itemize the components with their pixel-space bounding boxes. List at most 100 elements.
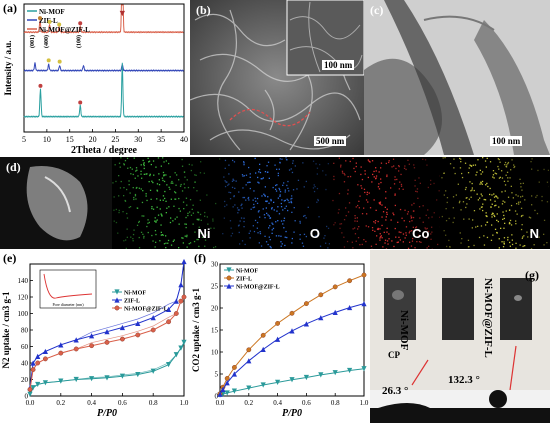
scale-bar-bottom-text: 500 nm	[314, 136, 346, 146]
n2-data-point	[120, 337, 124, 341]
xrd-annotation: (400)	[43, 35, 50, 48]
xrd-x-tick-label: 5	[22, 135, 26, 144]
n2-legend: Ni-MOF ZIF-L Ni-MOF@ZIF-L	[112, 289, 168, 312]
xrd-x-tick-label: 10	[43, 135, 51, 144]
panel-g-photo: (g) Ni-MOF Ni-MOF@ZIF-L CP 26.3 ° 132.3 …	[370, 250, 550, 423]
co2-series-line	[220, 275, 364, 394]
xrd-peak-marker	[38, 16, 42, 20]
n2-y-tick-label: 0	[25, 393, 29, 401]
co2-y-tick-label: 25	[211, 283, 219, 291]
co2-data-point	[247, 348, 251, 352]
xrd-peak-marker	[48, 20, 52, 24]
xrd-series-line	[24, 62, 184, 71]
panel-g-label: (g)	[525, 268, 539, 283]
xrd-x-tick-label: 35	[157, 135, 165, 144]
n2-y-tick-label: 140	[18, 277, 29, 285]
co2-data-point	[318, 315, 323, 320]
n2-y-tick-label: 20	[21, 376, 29, 384]
xrd-legend-entry: Ni-MOF	[39, 8, 65, 16]
sem-image	[190, 0, 364, 155]
eds-element-label: O	[310, 226, 320, 241]
co2-data-point	[290, 311, 294, 315]
eds-element-label: Co	[412, 226, 429, 241]
panel-a-label: (a)	[3, 1, 17, 15]
xrd-annotation: (100)	[76, 35, 83, 48]
co2-data-point	[289, 328, 294, 333]
xrd-x-tick-label: 40	[180, 135, 188, 144]
n2-legend-entry: Ni-MOF	[124, 291, 146, 297]
co2-y-tick-label: 20	[211, 305, 219, 313]
n2-chart-svg: 0.0 0.2 0.4 0.6 0.8 1.0 0 20 40 60 80 100 120 140 P/P0…	[0, 250, 190, 423]
n2-y-tick-label: 100	[18, 310, 29, 318]
scale-bar-top-text: 100 nm	[322, 60, 354, 70]
co2-x-tick-label: 0.6	[302, 399, 311, 407]
co2-legend-marker	[227, 276, 231, 280]
n2-x-axis-label: P/P0	[97, 408, 117, 419]
co2-data-point	[261, 333, 265, 337]
n2-legend-entry: Ni-MOF@ZIF-L	[124, 307, 168, 313]
panel-f-co2-chart: 0.0 0.2 0.4 0.6 0.8 1.0 0 5 10 15 20 25 30 P/P0 CO2 up…	[190, 250, 370, 423]
xrd-peak-marker	[78, 101, 82, 105]
co2-data-point	[275, 321, 279, 325]
n2-data-point	[89, 343, 93, 347]
co2-x-tick-label: 0.8	[331, 399, 340, 407]
co2-x-axis-label: P/P0	[282, 408, 302, 419]
n2-data-point	[151, 328, 155, 332]
panel-c-label: (c)	[370, 3, 383, 18]
n2-series-line	[30, 342, 184, 394]
xrd-peak-marker	[47, 58, 51, 62]
panel-b-sem-image: (b) 100 nm 500 nm	[190, 0, 364, 155]
n2-inset: Pore diameter (nm)	[40, 270, 96, 308]
n2-y-axis-label: N2 uptake / cm3 g-1	[1, 291, 11, 368]
n2-x-tick-label: 0.2	[56, 399, 65, 407]
contact-angle-1: 26.3 °	[382, 385, 408, 397]
co2-data-point	[304, 321, 309, 326]
xrd-annotation: ▼	[118, 8, 127, 18]
eds-tile-ni: Ni	[112, 157, 221, 249]
panel-f-label: (f)	[194, 251, 206, 265]
n2-legend-entry: ZIF-L	[124, 299, 140, 305]
xrd-x-tick-label: 30	[134, 135, 142, 144]
n2-x-tick-label: 1.0	[180, 399, 189, 407]
xrd-x-axis-label: 2Theta / degree	[71, 145, 137, 155]
co2-y-tick-label: 30	[211, 261, 219, 269]
co2-legend-entry: Ni-MOF@ZIF-L	[236, 285, 280, 291]
co2-data-point	[333, 285, 337, 289]
co2-x-tick-label: 0.4	[273, 399, 282, 407]
panel-d-eds-mapping: Ni O Co N (d)	[0, 157, 550, 249]
n2-y-tick-label: 120	[18, 294, 29, 302]
xrd-annotation: (001)	[29, 35, 36, 48]
tem-image	[364, 0, 550, 155]
eds-tile-o: O	[222, 157, 331, 249]
n2-data-point	[181, 340, 186, 345]
n2-x-tick-label: 0.6	[118, 399, 127, 407]
xrd-legend: Ni-MOFZIF-LNi-MOF@ZIF-L	[27, 8, 90, 34]
n2-legend-marker	[115, 306, 119, 310]
cp-text: CP	[388, 350, 400, 360]
n2-data-point	[151, 315, 156, 320]
panel-b-label: (b)	[196, 3, 211, 18]
co2-legend-entry: ZIF-L	[236, 277, 252, 283]
eds-tile-co: Co	[331, 157, 440, 249]
xrd-x-tick-label: 20	[89, 135, 97, 144]
co2-data-point	[304, 301, 308, 305]
n2-x-tick-label: 0.8	[149, 399, 158, 407]
panel-a-xrd-chart: 5 10 15 20 25 30 35 40 2Theta / degree Intensity …	[0, 0, 190, 155]
co2-y-tick-label: 10	[211, 349, 219, 357]
ni-mof-photo-text: Ni-MOF	[398, 310, 410, 350]
co2-data-point	[347, 279, 351, 283]
contact-angle-photo	[370, 250, 550, 423]
xrd-x-tick-label: 15	[66, 135, 74, 144]
n2-y-tick-label: 40	[21, 360, 29, 368]
co2-chart-svg: 0.0 0.2 0.4 0.6 0.8 1.0051015202530P/P0CO2 up…	[190, 250, 370, 423]
xrd-legend-entry: Ni-MOF@ZIF-L	[39, 26, 90, 34]
xrd-x-tick-label: 25	[111, 135, 119, 144]
co2-legend: Ni-MOF ZIF-L Ni-MOF@ZIF-L	[224, 267, 280, 290]
co2-data-point	[333, 310, 338, 315]
eds-element-label: Ni	[198, 226, 211, 241]
composite-photo-text: Ni-MOF@ZIF-L	[482, 278, 494, 358]
panel-d-label: (d)	[6, 160, 21, 175]
co2-y-tick-label: 5	[215, 371, 219, 379]
xrd-chart-svg: 5 10 15 20 25 30 35 40 2Theta / degree Intensity …	[0, 0, 190, 155]
n2-y-tick-label: 80	[21, 327, 29, 335]
